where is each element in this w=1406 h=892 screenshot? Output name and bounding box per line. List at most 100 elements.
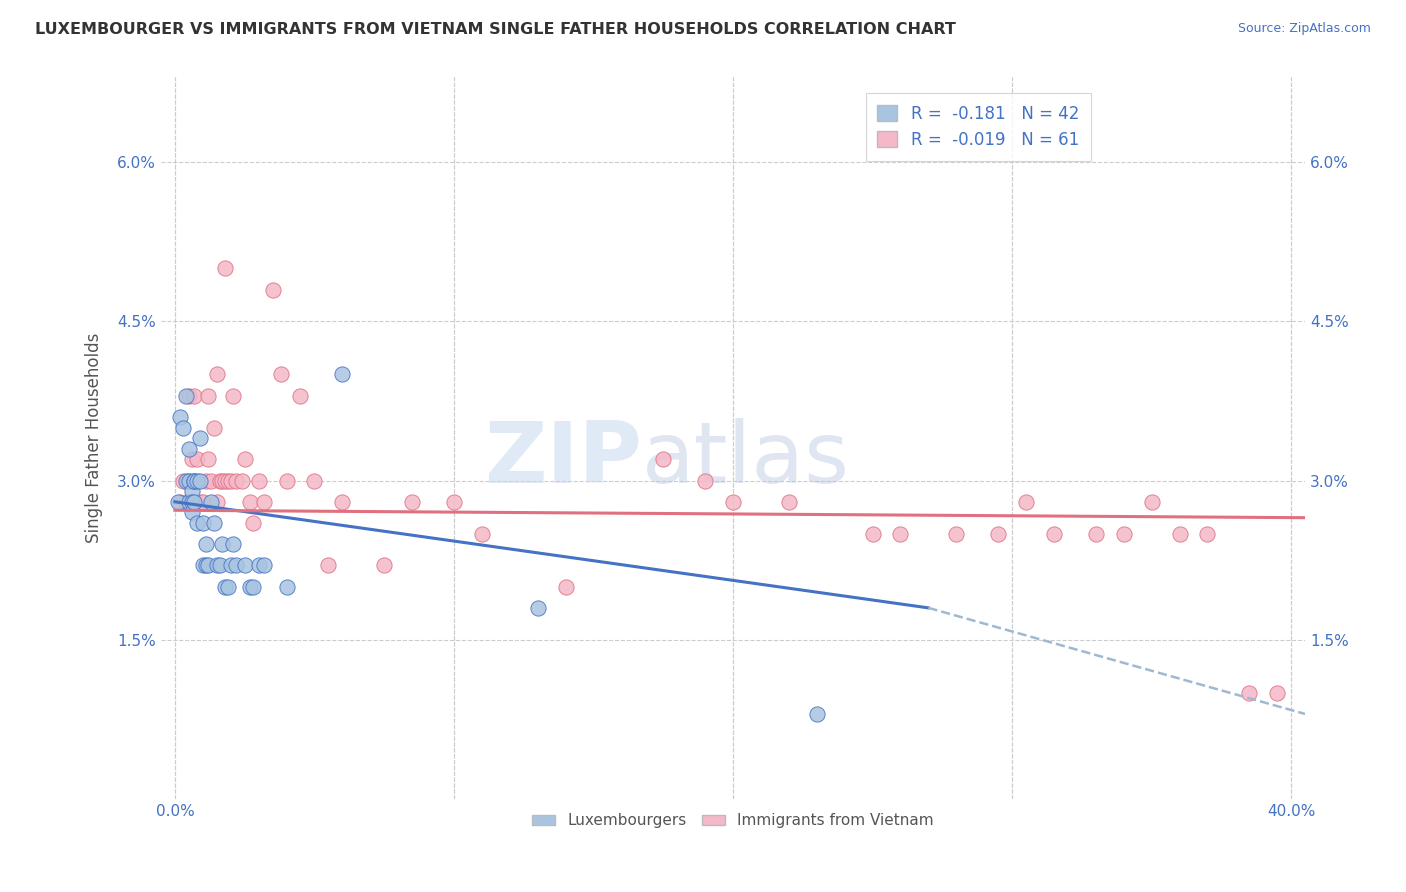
Point	[186, 452, 208, 467]
Point	[191, 495, 214, 509]
Point	[186, 516, 208, 530]
Point	[806, 706, 828, 721]
Point	[471, 526, 494, 541]
Point	[225, 474, 247, 488]
Point	[177, 474, 200, 488]
Point	[217, 474, 239, 488]
Text: Source: ZipAtlas.com: Source: ZipAtlas.com	[1237, 22, 1371, 36]
Point	[652, 452, 675, 467]
Point	[225, 558, 247, 573]
Y-axis label: Single Father Households: Single Father Households	[86, 333, 103, 543]
Point	[330, 495, 353, 509]
Point	[180, 452, 202, 467]
Point	[183, 389, 205, 403]
Point	[231, 474, 253, 488]
Point	[202, 516, 225, 530]
Point	[219, 558, 242, 573]
Point	[217, 580, 239, 594]
Point	[214, 580, 236, 594]
Point	[174, 389, 197, 403]
Point	[186, 474, 208, 488]
Legend: Luxembourgers, Immigrants from Vietnam: Luxembourgers, Immigrants from Vietnam	[526, 807, 939, 835]
Point	[253, 495, 276, 509]
Point	[169, 409, 191, 424]
Point	[200, 495, 222, 509]
Point	[191, 516, 214, 530]
Point	[174, 495, 197, 509]
Point	[188, 495, 211, 509]
Point	[208, 558, 231, 573]
Point	[208, 474, 231, 488]
Point	[183, 474, 205, 488]
Point	[180, 484, 202, 499]
Point	[222, 537, 245, 551]
Point	[253, 558, 276, 573]
Point	[1168, 526, 1191, 541]
Point	[1015, 495, 1038, 509]
Point	[443, 495, 465, 509]
Point	[202, 420, 225, 434]
Point	[211, 474, 233, 488]
Point	[177, 442, 200, 456]
Point	[373, 558, 395, 573]
Point	[270, 368, 292, 382]
Point	[194, 558, 217, 573]
Point	[1140, 495, 1163, 509]
Point	[183, 474, 205, 488]
Point	[276, 580, 298, 594]
Point	[1239, 686, 1261, 700]
Text: atlas: atlas	[641, 418, 849, 501]
Point	[526, 600, 548, 615]
Point	[247, 474, 270, 488]
Point	[247, 558, 270, 573]
Point	[205, 368, 228, 382]
Point	[172, 420, 194, 434]
Point	[233, 452, 256, 467]
Point	[554, 580, 576, 594]
Point	[222, 389, 245, 403]
Point	[177, 389, 200, 403]
Point	[693, 474, 716, 488]
Point	[233, 558, 256, 573]
Point	[169, 495, 191, 509]
Point	[330, 368, 353, 382]
Point	[205, 558, 228, 573]
Point	[180, 495, 202, 509]
Point	[183, 474, 205, 488]
Point	[304, 474, 326, 488]
Point	[211, 537, 233, 551]
Point	[1197, 526, 1219, 541]
Point	[188, 474, 211, 488]
Point	[183, 495, 205, 509]
Point	[262, 283, 284, 297]
Point	[1112, 526, 1135, 541]
Point	[214, 261, 236, 276]
Point	[945, 526, 967, 541]
Point	[200, 474, 222, 488]
Text: LUXEMBOURGER VS IMMIGRANTS FROM VIETNAM SINGLE FATHER HOUSEHOLDS CORRELATION CHA: LUXEMBOURGER VS IMMIGRANTS FROM VIETNAM …	[35, 22, 956, 37]
Point	[191, 558, 214, 573]
Point	[188, 431, 211, 445]
Point	[214, 474, 236, 488]
Point	[166, 495, 188, 509]
Point	[276, 474, 298, 488]
Point	[1084, 526, 1107, 541]
Text: ZIP: ZIP	[484, 418, 641, 501]
Point	[219, 474, 242, 488]
Point	[242, 516, 264, 530]
Point	[239, 580, 262, 594]
Point	[987, 526, 1010, 541]
Point	[194, 474, 217, 488]
Point	[242, 580, 264, 594]
Point	[205, 495, 228, 509]
Point	[721, 495, 744, 509]
Point	[862, 526, 884, 541]
Point	[197, 389, 219, 403]
Point	[174, 474, 197, 488]
Point	[401, 495, 423, 509]
Point	[177, 474, 200, 488]
Point	[1265, 686, 1288, 700]
Point	[778, 495, 800, 509]
Point	[172, 474, 194, 488]
Point	[180, 505, 202, 519]
